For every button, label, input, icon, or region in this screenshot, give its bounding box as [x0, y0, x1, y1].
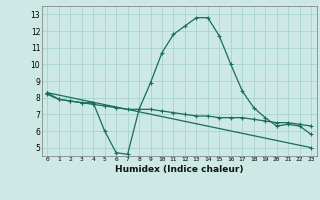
X-axis label: Humidex (Indice chaleur): Humidex (Indice chaleur) [115, 165, 244, 174]
